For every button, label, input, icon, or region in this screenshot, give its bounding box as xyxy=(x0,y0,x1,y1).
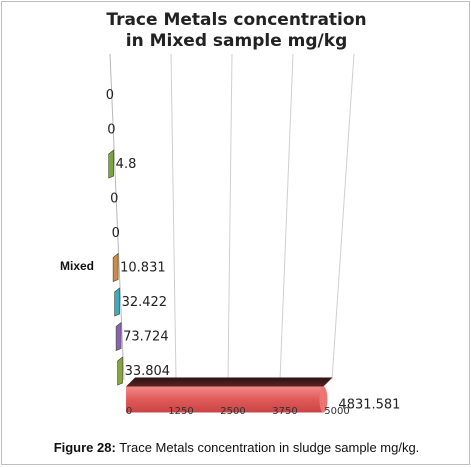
data-label: 33.804 xyxy=(125,364,171,379)
bar-chart: 004.80010.83132.42273.72433.8044831.581 … xyxy=(60,53,401,417)
data-label: 0 xyxy=(107,123,115,138)
category-label: Mixed xyxy=(60,259,94,273)
x-axis-ticks: 0 1250 2500 3750 5000 xyxy=(126,406,350,417)
data-label: 10.831 xyxy=(120,261,165,276)
data-label: 0 xyxy=(112,226,120,241)
bar xyxy=(112,252,119,282)
data-label: 0 xyxy=(110,192,118,207)
x-tick-label: 5000 xyxy=(324,406,349,417)
chart-title: Trace Metals concentration in Mixed samp… xyxy=(2,10,471,52)
data-labels: 0 0 4.8 0 0 10.831 32.422 73.724 33.804 4831.581 xyxy=(106,88,401,413)
bar xyxy=(108,149,114,179)
bars xyxy=(108,149,333,413)
gridline xyxy=(109,53,125,381)
bar xyxy=(126,377,333,413)
x-tick-label: 1250 xyxy=(168,406,193,417)
caption-label: Figure 28: xyxy=(53,440,116,455)
x-tick-label: 0 xyxy=(126,406,132,417)
data-label: 32.422 xyxy=(122,295,168,310)
bar xyxy=(117,356,123,386)
figure-caption: Figure 28: Trace Metals concentration in… xyxy=(2,440,471,455)
chart-title-line-2: in Mixed sample mg/kg xyxy=(125,31,348,51)
data-label: 4831.581 xyxy=(338,398,400,413)
data-label: 4.8 xyxy=(116,157,137,172)
x-tick-label: 2500 xyxy=(220,406,245,417)
data-label: 0 xyxy=(106,88,114,103)
bar xyxy=(114,287,120,317)
caption-text: Trace Metals concentration in sludge sam… xyxy=(115,440,420,455)
bar xyxy=(115,321,122,351)
gridline xyxy=(331,53,355,381)
chart-title-line-1: Trace Metals concentration xyxy=(106,10,367,30)
x-tick-label: 3750 xyxy=(272,406,297,417)
gridline xyxy=(227,53,233,381)
gridline xyxy=(279,53,294,381)
gridline xyxy=(170,53,177,381)
grid-lines xyxy=(109,53,355,381)
data-label: 73.724 xyxy=(123,330,169,345)
